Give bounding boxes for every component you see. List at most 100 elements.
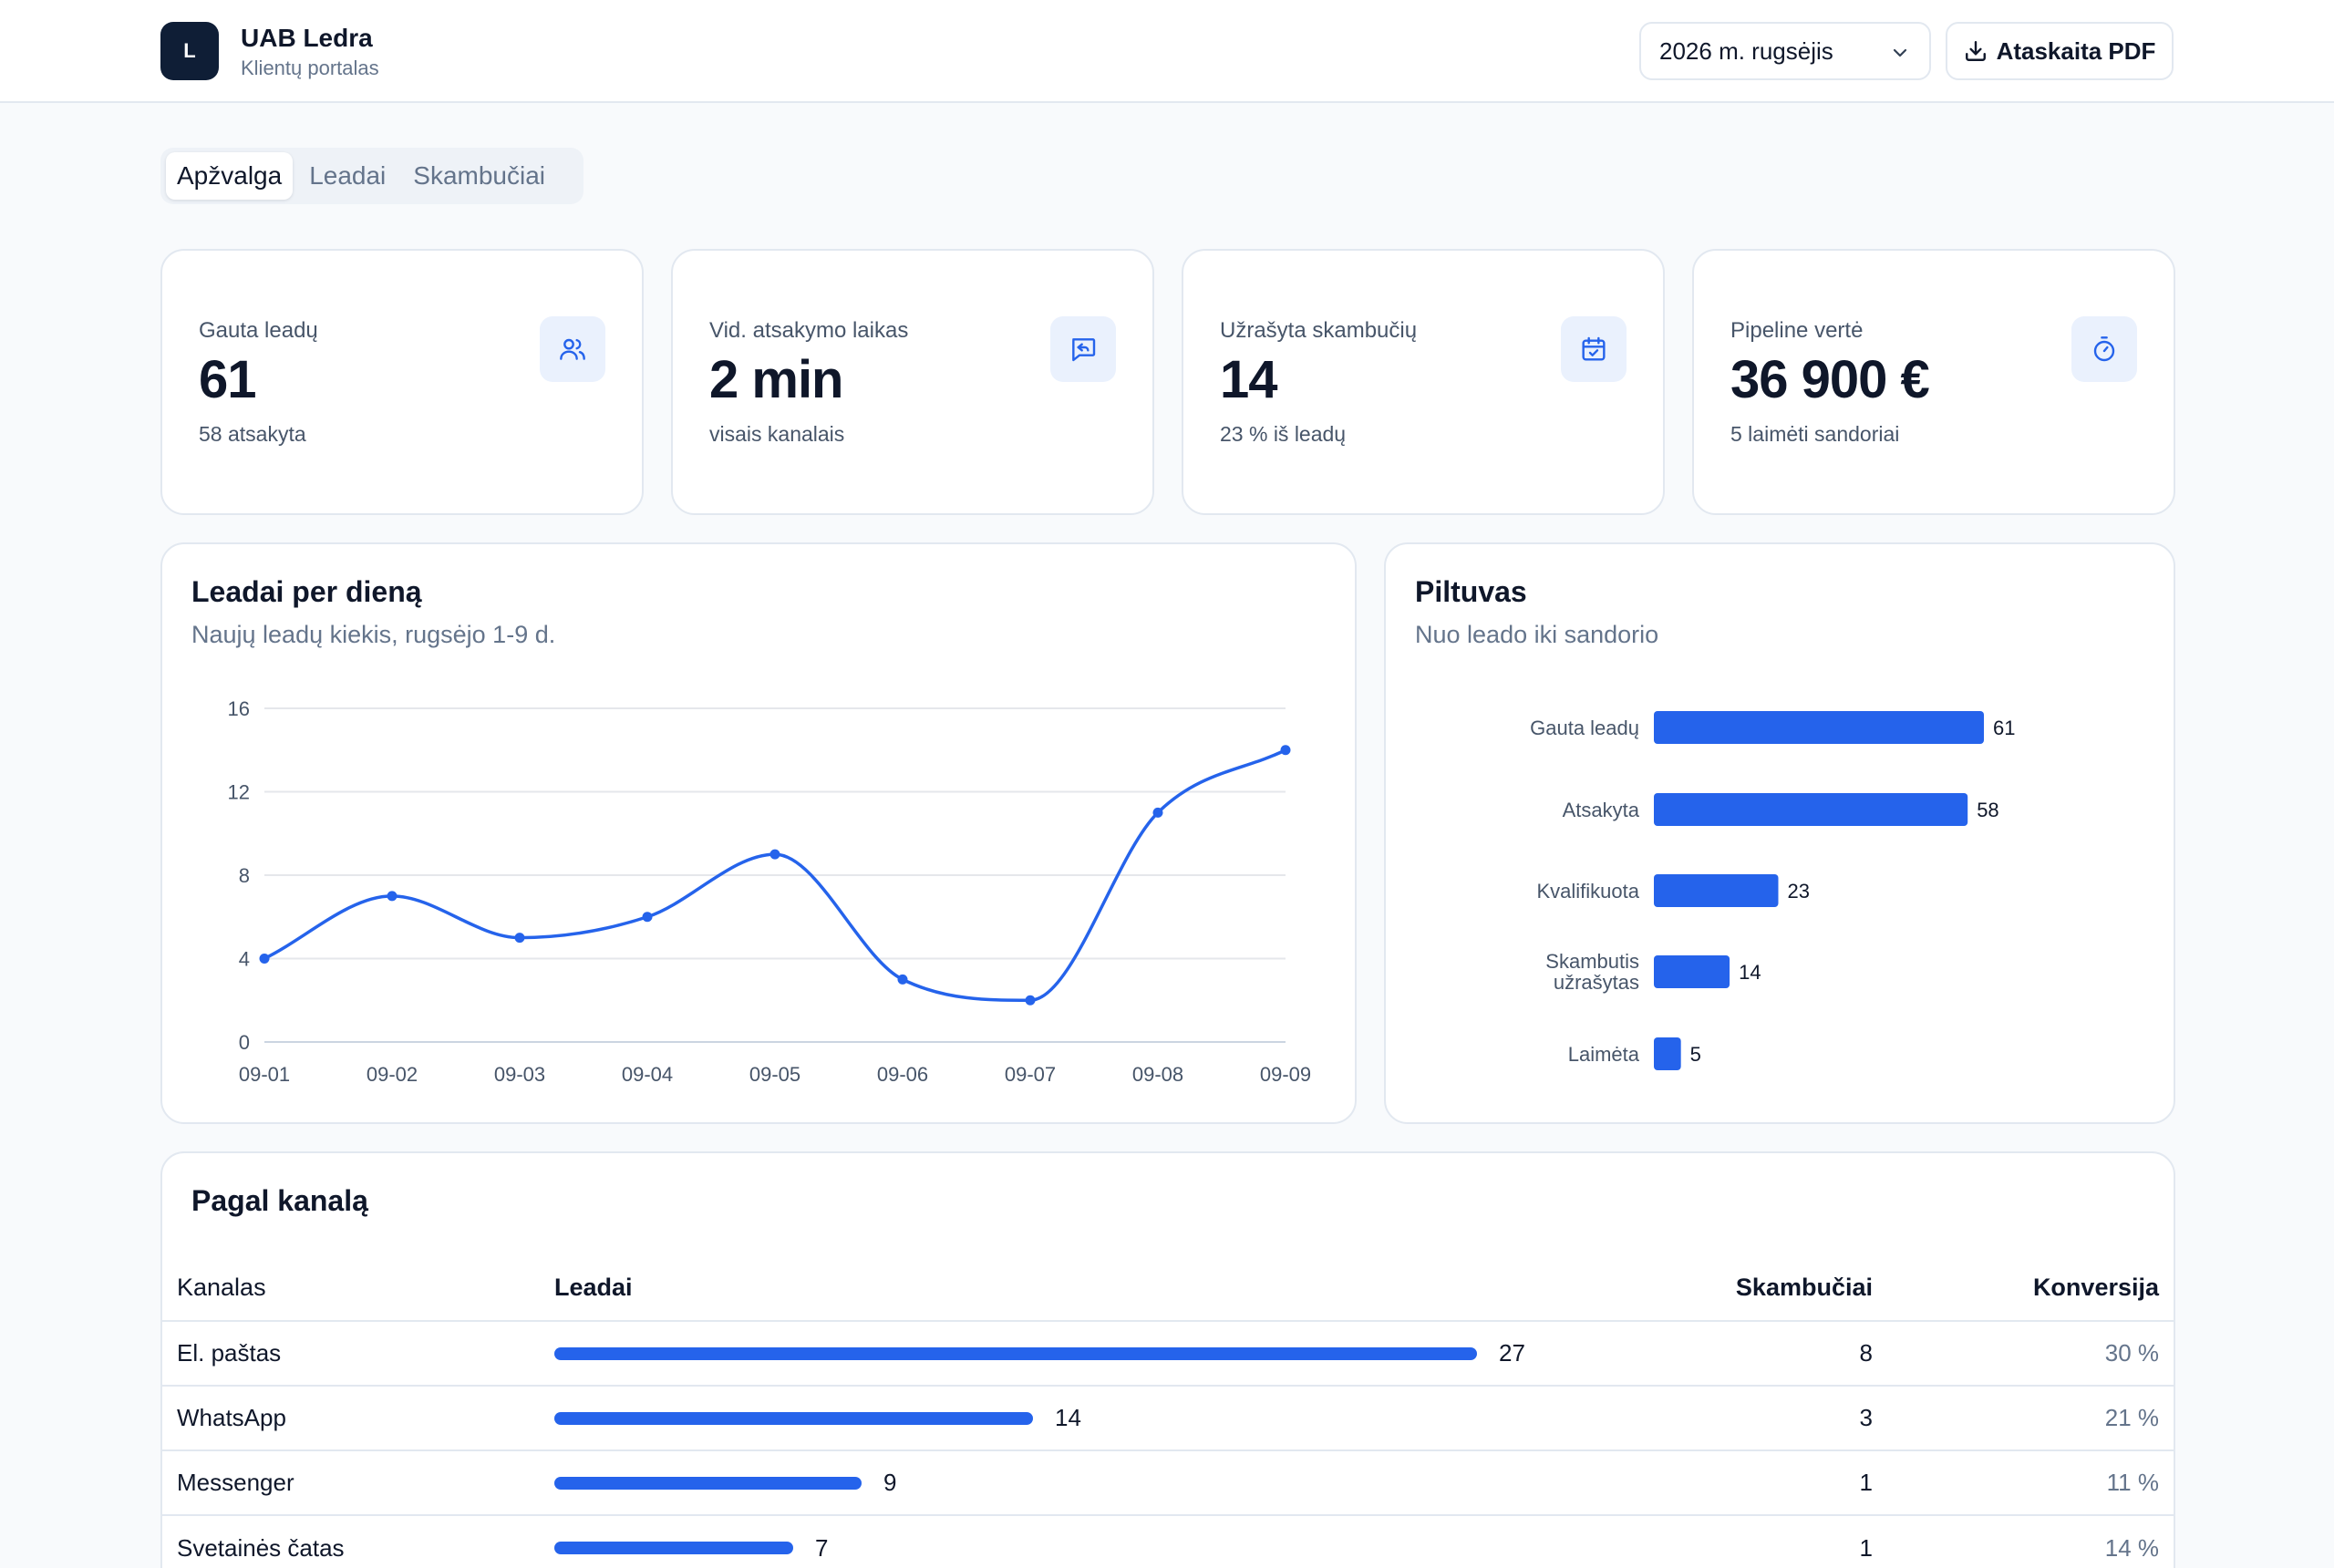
channel-name: Messenger bbox=[162, 1449, 554, 1515]
portal-subtitle: Klientų portalas bbox=[241, 57, 379, 79]
table-row[interactable]: WhatsApp 14 3 21 % bbox=[162, 1385, 2174, 1450]
kpi-value: 36 900 € bbox=[1730, 350, 1930, 409]
tab-calls[interactable]: Skambučiai bbox=[413, 161, 546, 190]
data-point bbox=[387, 891, 398, 902]
leads-count: 7 bbox=[815, 1533, 829, 1562]
leads-bar bbox=[554, 1542, 793, 1554]
kpi-card-leads: Gauta leadų 61 58 atsakyta bbox=[160, 249, 644, 515]
period-select[interactable]: 2026 m. rugsėjis bbox=[1639, 22, 1931, 80]
data-point bbox=[514, 933, 525, 944]
message-reply-icon bbox=[1050, 316, 1116, 382]
y-tick-label: 4 bbox=[239, 948, 250, 971]
card-subtitle: Naujų leadų kiekis, rugsėjo 1-9 d. bbox=[191, 621, 556, 648]
leads-cell: 7 bbox=[554, 1514, 1636, 1568]
kpi-sub: 58 atsakyta bbox=[199, 422, 306, 446]
data-point bbox=[642, 912, 653, 923]
funnel-bar bbox=[1654, 711, 1984, 744]
period-select-value: 2026 m. rugsėjis bbox=[1659, 36, 1833, 65]
data-point bbox=[1280, 745, 1291, 756]
column-header-calls[interactable]: Skambučiai bbox=[1735, 1274, 1873, 1301]
funnel-value-label: 61 bbox=[1993, 717, 2015, 739]
y-tick-label: 0 bbox=[239, 1031, 250, 1054]
funnel-bar bbox=[1654, 1037, 1681, 1070]
kpi-card-response-time: Vid. atsakymo laikas 2 min visais kanala… bbox=[671, 249, 1154, 515]
x-tick-label: 09-07 bbox=[1005, 1063, 1056, 1086]
table-header-row: Kanalas Leadai Skambučiai Konversija bbox=[162, 1255, 2174, 1321]
funnel-bar bbox=[1654, 955, 1730, 988]
funnel-category-label: Skambutis bbox=[1545, 950, 1639, 973]
table-row[interactable]: El. paštas 27 8 30 % bbox=[162, 1320, 2174, 1386]
funnel-card: Piltuvas Nuo leado iki sandorio Gauta le… bbox=[1384, 542, 2175, 1124]
column-header-leads[interactable]: Leadai bbox=[554, 1274, 633, 1301]
y-tick-label: 12 bbox=[228, 781, 250, 804]
kpi-card-calls: Užrašyta skambučių 14 23 % iš leadų bbox=[1182, 249, 1665, 515]
kpi-sub: 23 % iš leadų bbox=[1220, 422, 1347, 446]
funnel-category-label: užrašytas bbox=[1554, 971, 1639, 994]
leads-bar bbox=[554, 1476, 862, 1490]
funnel-value-label: 58 bbox=[1977, 799, 1998, 821]
chevron-down-icon bbox=[1893, 48, 1907, 57]
kpi-label: Pipeline vertė bbox=[1730, 318, 1864, 343]
y-tick-label: 16 bbox=[228, 697, 250, 720]
funnel-bar bbox=[1654, 793, 1968, 826]
channels-table: Kanalas Leadai Skambučiai Konversija El.… bbox=[162, 1255, 2174, 1568]
x-tick-label: 09-09 bbox=[1260, 1063, 1311, 1086]
data-point bbox=[769, 849, 780, 860]
table-row[interactable]: Svetainės čatas 7 1 14 % bbox=[162, 1514, 2174, 1568]
top-bar: L UAB Ledra Klientų portalas 2026 m. rug… bbox=[0, 0, 2334, 103]
column-header-channel[interactable]: Kanalas bbox=[177, 1274, 266, 1301]
x-tick-label: 09-06 bbox=[877, 1063, 928, 1086]
company-name: UAB Ledra bbox=[241, 24, 373, 52]
calls-count: 3 bbox=[1636, 1385, 1873, 1450]
funnel-category-label: Atsakyta bbox=[1563, 799, 1640, 821]
conversion-rate: 11 % bbox=[1873, 1449, 2174, 1515]
leads-line-chart: 0 4 8 12 16 09-01 09-02 09-03 09-04 09-05 09-06 09-… bbox=[228, 697, 1312, 1086]
table-row[interactable]: Messenger 9 1 11 % bbox=[162, 1449, 2174, 1515]
leads-cell: 27 bbox=[554, 1320, 1636, 1386]
y-tick-label: 8 bbox=[239, 864, 250, 887]
tab-overview[interactable]: Apžvalga bbox=[166, 152, 294, 200]
card-title: Leadai per dieną bbox=[191, 575, 422, 608]
card-title: Piltuvas bbox=[1415, 575, 1527, 608]
leads-per-day-card: Leadai per dieną Naujų leadų kiekis, rug… bbox=[160, 542, 1357, 1124]
conversion-rate: 30 % bbox=[1873, 1320, 2174, 1386]
kpi-card-pipeline: Pipeline vertė 36 900 € 5 laimėti sandor… bbox=[1692, 249, 2175, 515]
kpi-label: Vid. atsakymo laikas bbox=[709, 318, 909, 343]
funnel-value-label: 14 bbox=[1739, 961, 1761, 984]
funnel-value-label: 5 bbox=[1690, 1043, 1701, 1066]
kpi-value: 14 bbox=[1220, 350, 1278, 409]
conversion-rate: 14 % bbox=[1873, 1514, 2174, 1568]
x-tick-label: 09-01 bbox=[239, 1063, 290, 1086]
card-title: Pagal kanalą bbox=[191, 1184, 368, 1217]
users-icon bbox=[540, 316, 605, 382]
column-header-conversion[interactable]: Konversija bbox=[2032, 1274, 2159, 1301]
kpi-label: Gauta leadų bbox=[199, 318, 318, 343]
channel-name: WhatsApp bbox=[162, 1385, 554, 1450]
data-point bbox=[259, 954, 270, 964]
x-tick-label: 09-05 bbox=[749, 1063, 800, 1086]
funnel-value-label: 23 bbox=[1787, 880, 1809, 903]
x-tick-label: 09-02 bbox=[367, 1063, 418, 1086]
company-logo: L bbox=[160, 22, 219, 80]
kpi-value: 61 bbox=[199, 350, 257, 409]
data-point bbox=[897, 974, 908, 985]
data-point bbox=[1025, 995, 1036, 1006]
leads-count: 27 bbox=[1499, 1339, 1525, 1367]
stopwatch-icon bbox=[2071, 316, 2137, 382]
kpi-value: 2 min bbox=[709, 350, 843, 409]
kpi-sub: visais kanalais bbox=[709, 422, 845, 446]
calendar-check-icon bbox=[1561, 316, 1627, 382]
series-line bbox=[263, 748, 1286, 1003]
tab-leads[interactable]: Leadai bbox=[309, 161, 387, 190]
channel-name: Svetainės čatas bbox=[162, 1514, 554, 1568]
leads-cell: 9 bbox=[554, 1449, 1636, 1515]
conversion-rate: 21 % bbox=[1873, 1385, 2174, 1450]
funnel-category-label: Laimėta bbox=[1568, 1043, 1640, 1066]
download-pdf-button[interactable]: Ataskaita PDF bbox=[1946, 22, 2174, 80]
x-tick-label: 09-03 bbox=[494, 1063, 545, 1086]
funnel-bar-chart: Gauta leadų 61 Atsakyta 58 Kvalifikuota 23 Ska… bbox=[1530, 711, 2015, 1070]
view-tabs: Apžvalga Leadai Skambučiai bbox=[160, 148, 584, 204]
leads-count: 14 bbox=[1055, 1404, 1081, 1431]
kpi-label: Užrašyta skambučių bbox=[1220, 318, 1418, 343]
x-tick-label: 09-08 bbox=[1132, 1063, 1183, 1086]
